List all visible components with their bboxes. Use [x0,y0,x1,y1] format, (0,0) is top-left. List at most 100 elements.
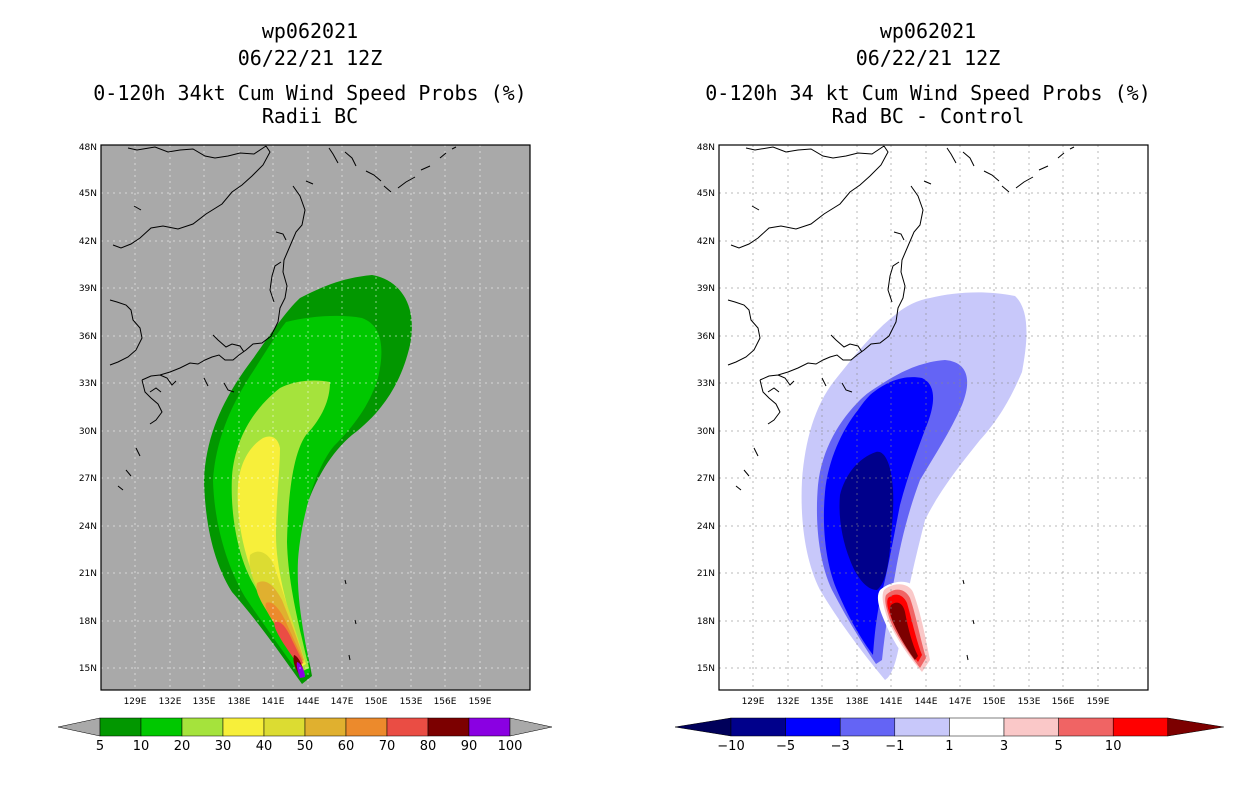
right-colorbar-label: 5 [1054,739,1062,754]
right-difference-contours [719,145,1148,690]
left-storm-id: wp062021 [261,19,359,43]
left-lon-tick-label: 129E [124,697,147,707]
right-colorbar-label: −3 [831,739,850,754]
left-colorbar-label: 10 [133,739,150,754]
right-lon-tick-label: 138E [846,697,869,707]
right-colorbar-label: −10 [717,739,744,754]
left-lat-tick-label: 24N [79,522,97,532]
right-lat-tick-label: 21N [697,569,715,579]
right-colorbar-label: 3 [1000,739,1008,754]
left-lat-tick-label: 15N [79,664,97,674]
left-colorbar-label: 50 [297,739,314,754]
left-contour-10 [213,315,382,678]
right-colorbar-high-arrow [1167,717,1224,737]
left-lon-tick-label: 141E [262,697,285,707]
left-lat-tick-label: 48N [79,143,97,153]
left-colorbar: 5 10 20 30 40 50 60 70 80 90 100 [57,717,553,754]
left-date: 06/22/21 12Z [237,46,383,70]
left-lat-tick-label: 30N [79,427,97,437]
left-contour-90 [296,662,305,678]
left-lon-tick-label: 153E [400,697,423,707]
left-colorbar-low-arrow [57,717,101,737]
left-lat-tick-label: 42N [79,237,97,247]
right-lon-tick-label: 129E [742,697,765,707]
right-lon-tick-label: 141E [880,697,903,707]
left-lat-tick-label: 27N [79,474,97,484]
right-lon-tick-label: 150E [983,697,1006,707]
right-chart-title: 0-120h 34 kt Cum Wind Speed Probs (%) [705,81,1151,105]
left-lon-tick-label: 147E [331,697,354,707]
right-lon-tick-label: 147E [949,697,972,707]
right-colorbar-swatch [894,717,950,737]
right-colorbar-swatch [785,717,841,737]
left-chart-title: 0-120h 34kt Cum Wind Speed Probs (%) [93,81,527,105]
right-colorbar-swatch [1003,717,1059,737]
right-contour-pos-max [889,602,918,660]
left-lat-tick-label: 36N [79,332,97,342]
right-colorbar-label: 10 [1105,739,1122,754]
left-colorbar-swatch [304,717,347,737]
right-colorbar-swatch [1112,717,1169,737]
right-lon-tick-label: 159E [1087,697,1110,707]
right-colorbar-swatch [1058,717,1114,737]
right-lat-tick-label: 15N [697,664,715,674]
left-colorbar-swatch [427,717,470,737]
right-lon-tick-label: 135E [811,697,834,707]
right-lon-tick-label: 153E [1018,697,1041,707]
left-map-panel [100,144,531,691]
right-date: 06/22/21 12Z [855,46,1001,70]
left-colorbar-swatch [140,717,183,737]
left-lon-tick-label: 159E [469,697,492,707]
left-contour-30 [237,436,306,668]
left-colorbar-swatch [222,717,265,737]
left-grid [101,145,530,690]
left-lon-tick-label: 156E [434,697,457,707]
right-grid [719,145,1148,690]
right-title-block: wp062021 06/22/21 12Z 0-120h 34 kt Cum W… [658,18,1198,130]
right-colorbar-label: 1 [945,739,953,754]
right-contour-neg10 [839,451,894,590]
left-lat-tick-label: 18N [79,617,97,627]
left-colorbar-label: 100 [498,739,523,754]
left-colorbar-label: 30 [215,739,232,754]
left-lat-tick-label: 39N [79,284,97,294]
left-lon-tick-label: 150E [365,697,388,707]
left-colorbar-label: 5 [96,739,104,754]
right-colorbar: −10 −5 −3 −1 1 3 5 10 [674,717,1224,754]
right-colorbar-swatch [839,717,896,737]
right-lat-tick-label: 30N [697,427,715,437]
left-colorbar-label: 20 [174,739,191,754]
left-colorbar-label: 90 [461,739,478,754]
left-colorbar-label: 80 [420,739,437,754]
left-map-frame [100,144,531,691]
right-colorbar-label: −5 [776,739,795,754]
right-lon-tick-label: 144E [915,697,938,707]
right-map-frame [718,144,1149,691]
left-colorbar-swatch [99,717,142,737]
right-colorbar-label: −1 [885,739,904,754]
left-probability-contours [101,145,530,690]
left-lat-tick-label: 21N [79,569,97,579]
right-lat-tick-label: 39N [697,284,715,294]
left-lat-tick-label: 33N [79,379,97,389]
right-chart-subtitle: Rad BC - Control [831,104,1025,128]
left-lon-tick-label: 144E [297,697,320,707]
left-chart-subtitle: Radii BC [261,104,359,128]
left-colorbar-label: 40 [256,739,273,754]
left-colorbar-high-arrow [509,717,553,737]
left-colorbar-label: 60 [338,739,355,754]
left-lat-tick-label: 45N [79,189,97,199]
right-lat-tick-label: 27N [697,474,715,484]
right-lat-tick-label: 45N [697,189,715,199]
right-map-panel [718,144,1149,691]
right-lat-tick-label: 18N [697,617,715,627]
right-lat-tick-label: 24N [697,522,715,532]
right-lat-tick-label: 48N [697,143,715,153]
right-lon-tick-label: 156E [1052,697,1075,707]
left-colorbar-label: 70 [379,739,396,754]
right-lat-tick-label: 36N [697,332,715,342]
right-lat-tick-label: 33N [697,379,715,389]
left-colorbar-swatch [386,717,429,737]
left-colorbar-swatch [181,717,224,737]
left-colorbar-swatch [263,717,306,737]
